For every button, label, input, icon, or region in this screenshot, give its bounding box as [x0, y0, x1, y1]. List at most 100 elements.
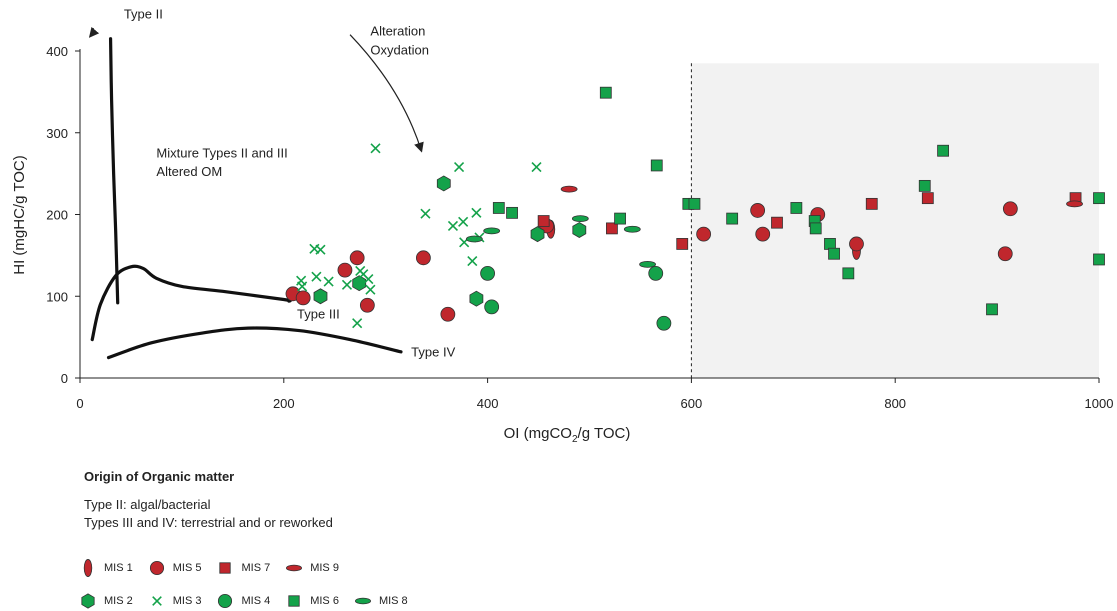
legend-marker [286, 564, 303, 572]
x-tick-label: 400 [477, 396, 499, 411]
point-mis-3 [365, 284, 376, 295]
legend-item-mis-9: MIS 9 [284, 558, 339, 578]
curve-type-ii [108, 37, 120, 305]
legend-symbol [354, 597, 371, 605]
point-mis-5 [295, 290, 311, 306]
legend-label: MIS 5 [172, 562, 202, 574]
legend-label: MIS 2 [104, 595, 133, 607]
point-mis-6 [842, 267, 855, 280]
point-mis-6 [688, 197, 701, 210]
point-mis-6 [506, 206, 518, 219]
point-mis-3 [471, 207, 482, 218]
annotation: Oxydation [370, 42, 429, 57]
legend-item-mis-1: MIS 1 [78, 558, 133, 578]
point-mis-2 [572, 222, 587, 238]
y-tick-label: 100 [46, 289, 68, 304]
legend-item-mis-3: MIS 3 [147, 591, 202, 611]
legend-marker [83, 559, 93, 577]
point-mis-5 [359, 297, 375, 313]
point-mis-5 [337, 262, 353, 278]
annotation: Alteration [370, 23, 425, 38]
point-mis-5 [849, 236, 864, 252]
y-tick-label: 300 [46, 126, 68, 141]
arrow [88, 26, 100, 38]
annotation: Type II [124, 6, 163, 21]
legend-item-mis-6: MIS 6 [284, 591, 339, 611]
point-mis-8 [571, 215, 589, 222]
legend-marker [218, 593, 233, 609]
point-mis-2 [530, 226, 545, 243]
point-mis-3 [311, 271, 322, 282]
legend-symbol [219, 562, 232, 574]
point-mis-8 [623, 225, 641, 233]
legend-marker [81, 593, 95, 609]
point-mis-6 [828, 247, 840, 260]
point-mis-3 [363, 274, 374, 285]
legend-symbol [149, 560, 164, 576]
point-mis-4 [480, 265, 496, 281]
legend-label: MIS 6 [310, 595, 339, 607]
point-mis-2 [352, 275, 367, 292]
legend-note-type-ii: Type II: algal/bacterial [84, 497, 211, 512]
chart-plot: 0 200 400 600 800 1000 0 100 200 300 400 Type II Al… [11, 6, 1113, 445]
legend-label: MIS 4 [241, 595, 271, 607]
legend-symbol [288, 595, 300, 607]
legend-symbol [218, 593, 233, 609]
annotation: Type IV [411, 345, 455, 360]
point-mis-6 [918, 179, 931, 192]
legend-symbol [286, 564, 303, 572]
point-mis-3 [467, 256, 478, 267]
y-tick-label: 0 [61, 371, 68, 386]
point-mis-5 [349, 250, 365, 266]
legend-item-mis-7: MIS 7 [215, 558, 270, 578]
point-mis-3 [420, 208, 431, 219]
point-mis-7 [676, 238, 689, 250]
curve-type-iii [90, 264, 292, 342]
x-axis-title: OI (mgCO2/g TOC) [504, 425, 631, 445]
legend-row-1: MIS 1 MIS 5 MIS 7 MIS 9 [78, 558, 353, 578]
legend-marker [354, 597, 371, 605]
point-mis-3 [370, 143, 381, 154]
point-mis-2 [313, 288, 328, 305]
legend-label: MIS 9 [310, 562, 339, 574]
point-mis-6 [1093, 192, 1105, 205]
point-mis-8 [465, 235, 483, 243]
point-mis-8 [483, 227, 501, 235]
legend-label: MIS 1 [104, 562, 133, 574]
point-mis-8 [639, 260, 656, 268]
point-mis-9 [560, 185, 578, 193]
point-mis-3 [341, 279, 353, 290]
legend-label: MIS 8 [378, 595, 408, 607]
y-tick-label: 200 [46, 208, 68, 223]
curve-type-iv [106, 326, 403, 360]
point-mis-5 [755, 226, 771, 242]
legend-marker [288, 595, 300, 607]
point-mis-3 [458, 216, 469, 227]
legend-item-mis-2: MIS 2 [78, 591, 133, 611]
legend-item-mis-5: MIS 5 [147, 558, 202, 578]
y-axis-title: HI (mgHC/g TOC) [11, 155, 28, 274]
y-tick-label: 400 [46, 44, 68, 59]
legend-note-types-iii-iv: Types III and IV: terrestrial and or rew… [84, 515, 333, 530]
point-mis-5 [696, 226, 712, 242]
point-mis-6 [614, 212, 626, 225]
annotation: Mixture Types II and III [156, 145, 287, 160]
point-mis-6 [492, 202, 505, 214]
point-mis-5 [750, 203, 766, 218]
point-mis-3 [531, 162, 542, 173]
point-mis-3 [454, 162, 465, 173]
point-mis-6 [809, 222, 822, 235]
point-mis-3 [315, 244, 326, 255]
shaded-region [691, 63, 1099, 378]
point-mis-5 [416, 250, 431, 266]
point-mis-7 [865, 197, 878, 210]
legend-label: MIS 3 [172, 595, 202, 607]
legend-row-2: MIS 2 MIS 3 MIS 4 MIS 6 MIS 8 [78, 591, 422, 611]
point-mis-6 [986, 303, 998, 316]
annotation: Type III [297, 306, 340, 321]
point-mis-6 [1093, 253, 1105, 266]
legend-label: MIS 7 [241, 562, 271, 574]
point-mis-4 [484, 299, 500, 315]
x-tick-label: 600 [681, 396, 703, 411]
legend-title: Origin of Organic matter [84, 469, 235, 484]
